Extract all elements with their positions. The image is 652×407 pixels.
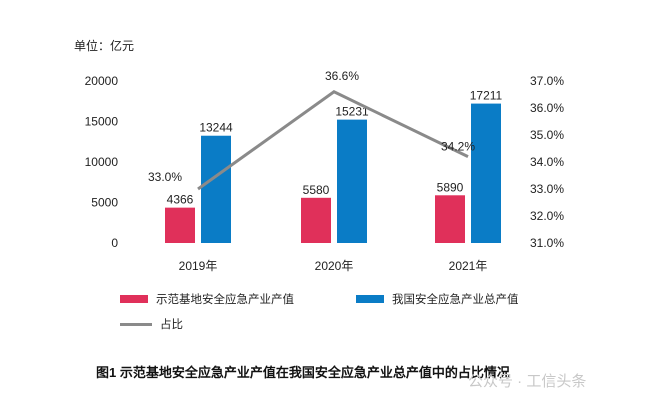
bar-national-total [201,135,231,243]
data-label-line: 36.6% [325,69,359,83]
legend-item-bar1: 示范基地安全应急产业产值 [120,291,294,307]
legend-label-bar1: 示范基地安全应急产业产值 [156,294,294,306]
bar-demo-base [435,195,465,243]
right-tick-label: 35.0% [530,128,564,142]
left-tick-label: 5000 [91,196,118,210]
legend-item-line: 占比 [120,316,183,332]
legend-swatch-line [120,322,152,326]
figure-caption: 图1 示范基地安全应急产业产值在我国安全应急产业总产值中的占比情况 [96,365,510,380]
bars: 4366 13244 5580 15231 5890 17211 [165,89,503,243]
data-label-bar2: 15231 [335,105,369,119]
data-label-bar1: 5580 [303,183,330,197]
legend-label-line: 占比 [160,319,183,331]
x-tick-label: 2021年 [449,259,488,273]
bar-national-total [471,103,501,243]
x-axis: 2019年 2020年 2021年 [179,259,488,273]
left-tick-label: 10000 [85,155,119,169]
bar-demo-base [301,197,331,243]
right-tick-label: 37.0% [530,74,564,88]
data-label-bar1: 4366 [167,193,194,207]
left-tick-label: 0 [111,236,118,250]
percent-line: 33.0% 36.6% 34.2% [148,69,475,191]
left-tick-label: 20000 [85,74,119,88]
data-label-line: 34.2% [441,140,475,154]
legend-label-bar2: 我国安全应急产业总产值 [392,294,519,306]
legend-item-bar2: 我国安全应急产业总产值 [356,291,519,307]
right-tick-label: 34.0% [530,155,564,169]
data-label-bar2: 17211 [470,89,503,103]
right-tick-label: 32.0% [530,209,564,223]
bar-national-total [337,119,367,243]
x-tick-label: 2020年 [315,259,354,273]
bar-demo-base [165,207,195,243]
data-label-bar1: 5890 [437,180,464,194]
y-unit-label: 单位：亿元 [74,38,134,53]
x-tick-label: 2019年 [179,259,218,273]
right-tick-label: 33.0% [530,182,564,196]
right-tick-label: 31.0% [530,236,564,250]
left-axis: 0 5000 10000 15000 20000 [85,74,119,250]
legend-swatch-bar1 [120,295,148,303]
percent-line-path [197,90,469,191]
right-tick-label: 36.0% [530,101,564,115]
left-tick-label: 15000 [85,115,119,129]
legend-swatch-bar2 [356,295,384,303]
right-axis: 31.0% 32.0% 33.0% 34.0% 35.0% 36.0% 37.0% [530,74,564,250]
data-label-line: 33.0% [148,170,182,184]
data-label-bar2: 13244 [199,121,233,135]
watermark: 公众号 · 工信头条 [468,373,587,390]
